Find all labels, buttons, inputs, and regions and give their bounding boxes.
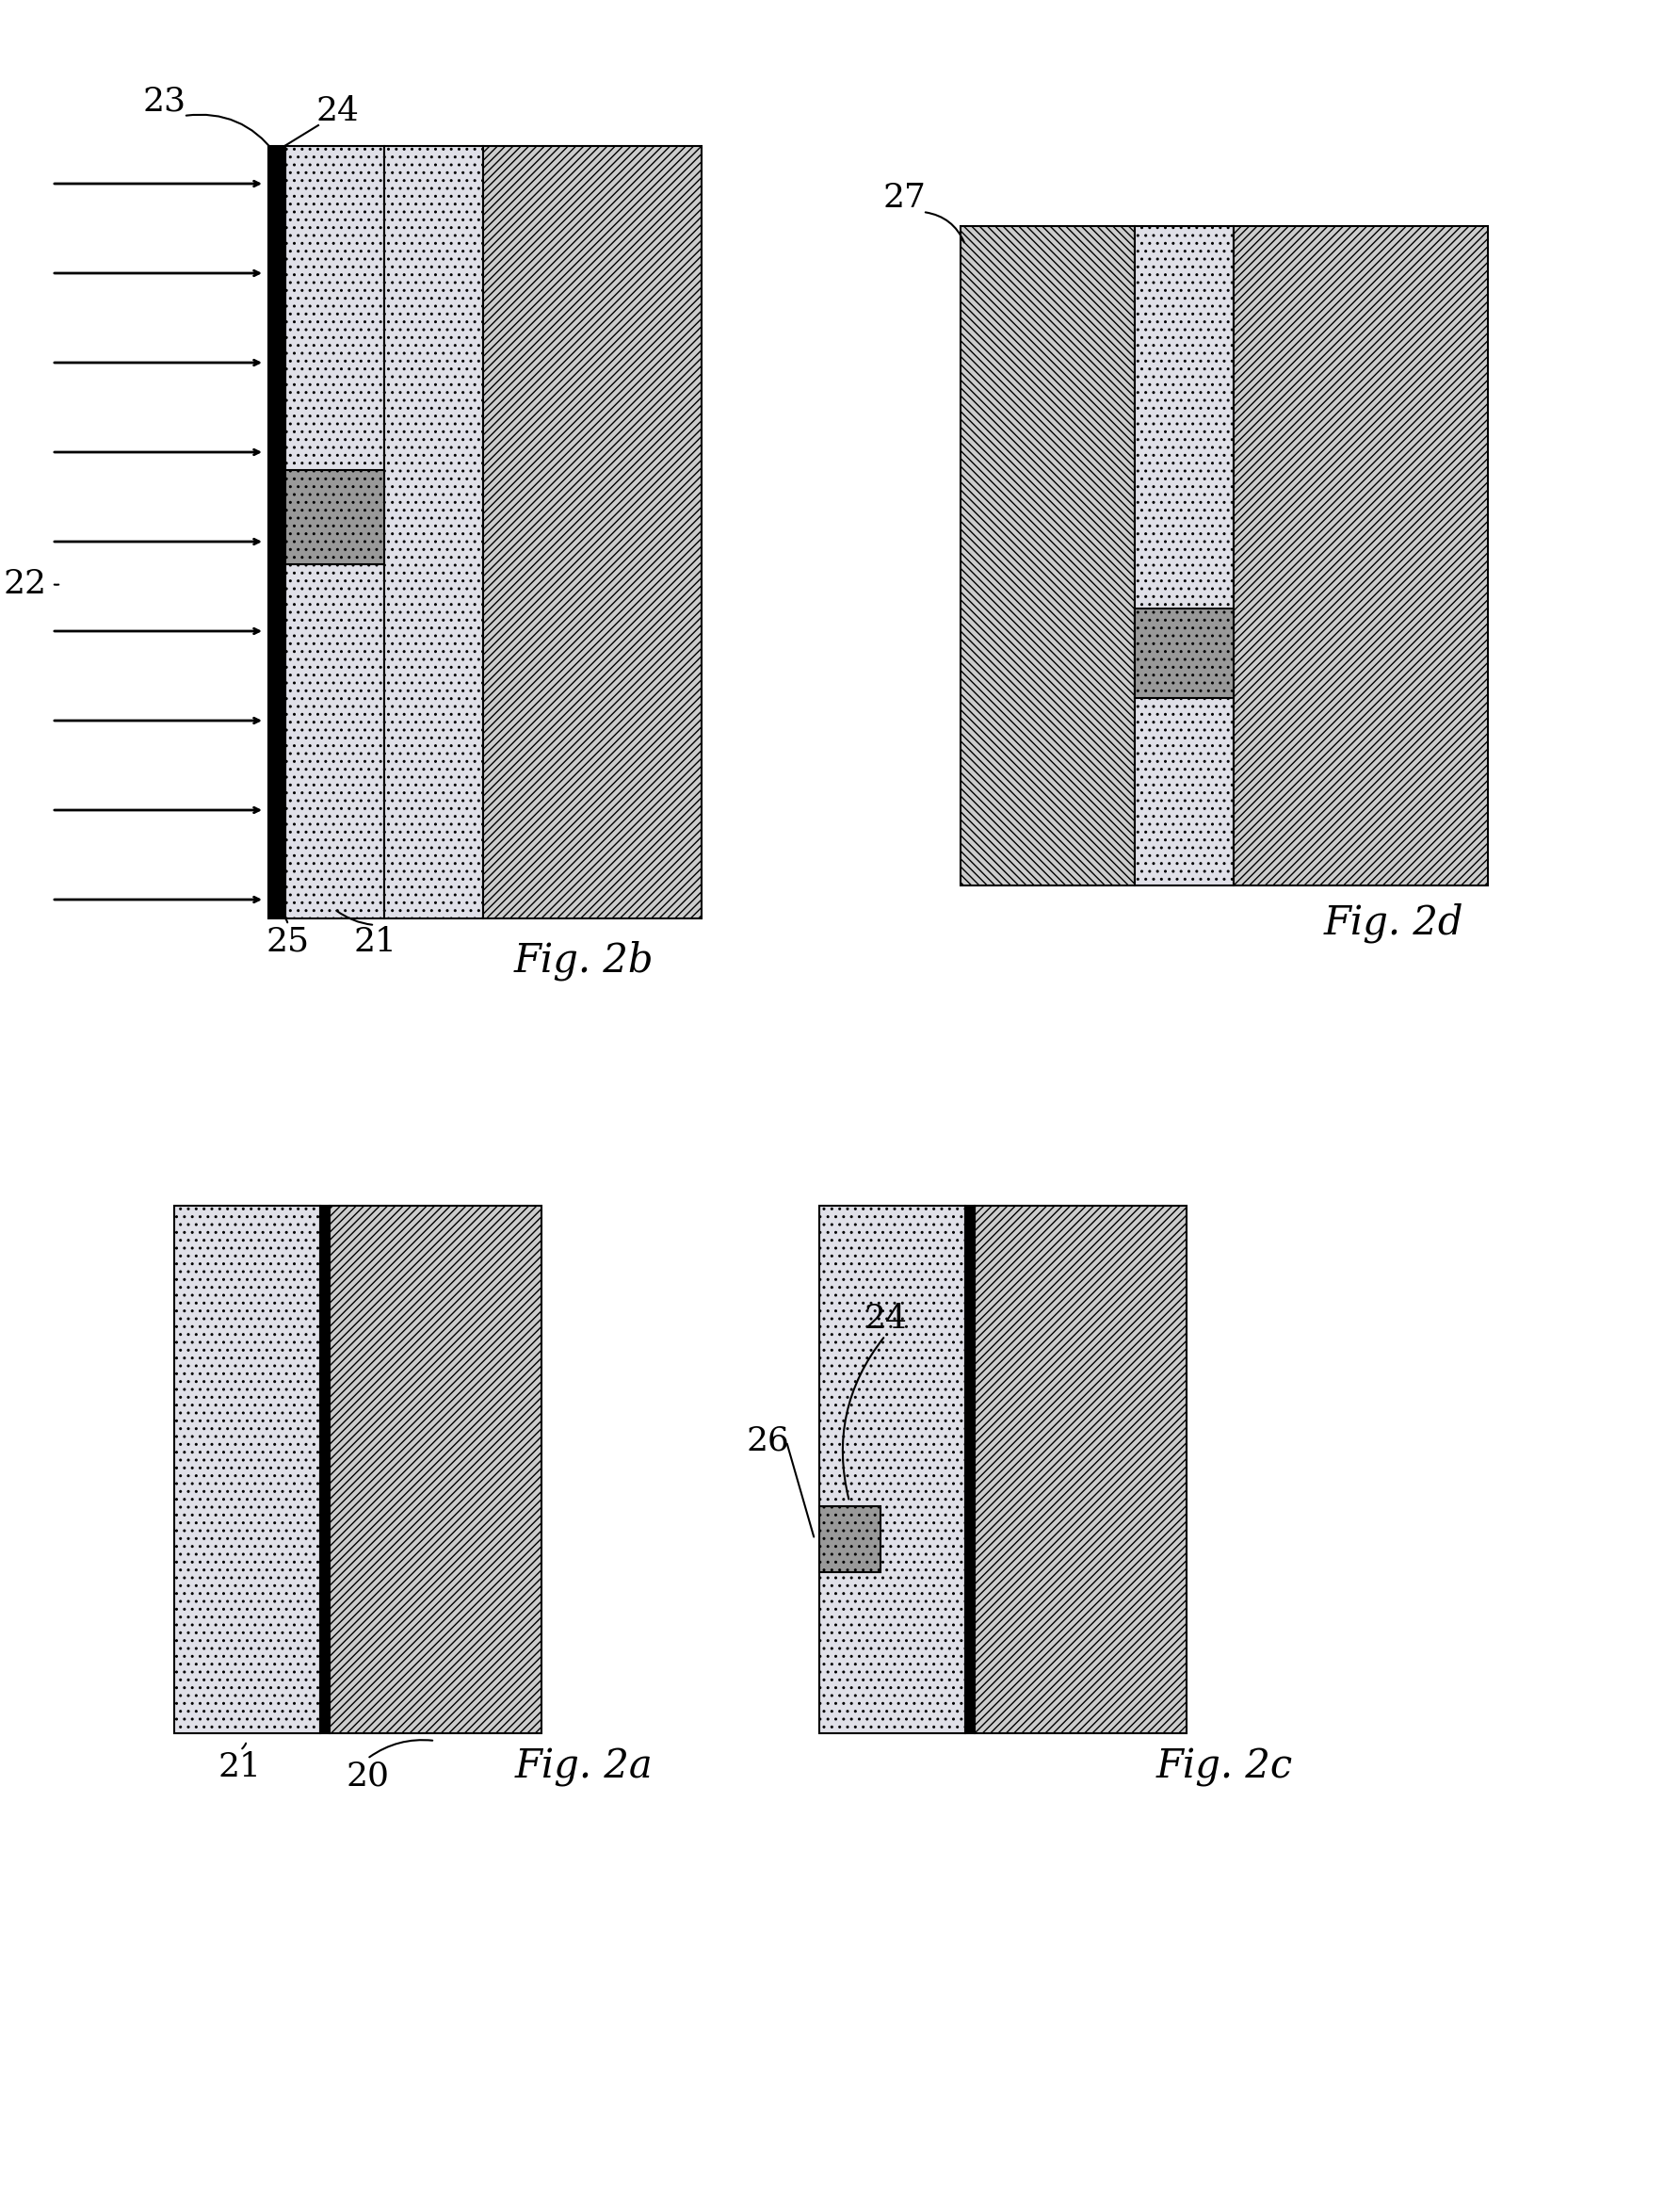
Text: 20: 20 (346, 1760, 390, 1791)
Bar (175, 1206, 321, 1733)
Bar (966, 1206, 974, 1733)
Bar (1134, 609, 1233, 698)
Text: 23: 23 (143, 86, 186, 117)
Bar (321, 1206, 329, 1733)
Bar (385, 146, 484, 919)
Text: 26: 26 (746, 1424, 790, 1457)
Text: Fig. 2a: Fig. 2a (514, 1747, 654, 1786)
Bar (961, 225, 1134, 885)
Text: 22: 22 (3, 567, 47, 601)
Text: Fig. 2c: Fig. 2c (1156, 1747, 1292, 1786)
Bar (1134, 225, 1233, 885)
Text: 21: 21 (218, 1751, 262, 1784)
Text: 21: 21 (353, 925, 396, 958)
Bar (286, 146, 385, 919)
Text: 24: 24 (316, 95, 360, 128)
Bar (286, 470, 385, 565)
Text: 27: 27 (882, 181, 926, 214)
Text: 25: 25 (267, 925, 309, 958)
Bar (820, 1506, 880, 1572)
Text: Fig. 2d: Fig. 2d (1324, 903, 1463, 943)
Text: Fig. 2b: Fig. 2b (514, 941, 654, 980)
Bar (269, 146, 286, 919)
Bar (484, 146, 702, 919)
Bar (974, 1206, 1186, 1733)
Bar (329, 1206, 541, 1733)
Bar (1233, 225, 1488, 885)
Text: 24: 24 (864, 1303, 907, 1336)
Bar (820, 1206, 966, 1733)
